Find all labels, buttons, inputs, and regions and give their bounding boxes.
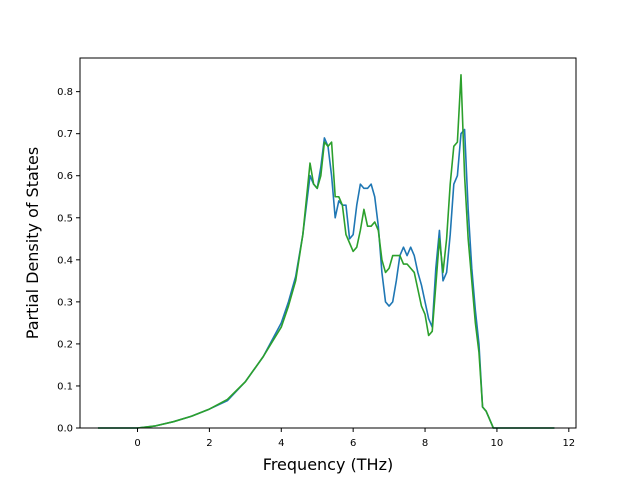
x-tick-label: 2: [206, 438, 212, 449]
series-line-2: [97, 74, 555, 429]
y-tick-label: 0.1: [57, 381, 73, 392]
y-tick-label: 0.5: [57, 213, 73, 224]
y-tick-label: 0.3: [57, 297, 73, 308]
x-tick-label: 12: [562, 438, 575, 449]
y-tick-label: 0.8: [57, 87, 73, 98]
y-tick-label: 0.6: [57, 171, 73, 182]
x-tick-label: 0: [134, 438, 140, 449]
x-tick-label: 8: [422, 438, 428, 449]
y-axis-label: Partial Density of States: [23, 147, 42, 339]
y-tick-label: 0.4: [57, 255, 73, 266]
y-tick-label: 0.7: [57, 129, 73, 140]
x-tick-label: 6: [350, 438, 356, 449]
plot-frame: [79, 57, 577, 429]
x-axis-label: Frequency (THz): [263, 455, 393, 474]
plot-lines: [97, 74, 555, 429]
y-tick-label: 0.2: [57, 339, 73, 350]
x-tick-label: 10: [491, 438, 504, 449]
y-tick-label: 0.0: [57, 424, 73, 435]
x-tick-label: 4: [278, 438, 284, 449]
x-axis-ticks: 0 2 4 6 8 10 12: [134, 428, 575, 449]
y-axis-ticks: 0.0 0.1 0.2 0.3 0.4 0.5 0.6 0.7 0.8: [57, 87, 80, 435]
